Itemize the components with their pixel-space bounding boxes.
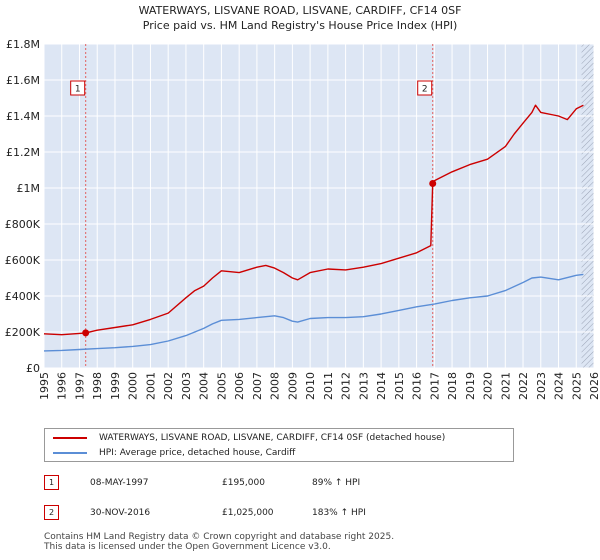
x-tick-label: 2003 xyxy=(180,372,193,400)
sale-hpi-change: 183% ↑ HPI xyxy=(312,508,366,518)
property-price-line xyxy=(43,104,584,336)
y-tick-label: £1.8M xyxy=(6,38,40,51)
hpi-line xyxy=(43,273,584,352)
x-tick-label: 1995 xyxy=(38,372,51,400)
sale-hpi-change: 89% ↑ HPI xyxy=(312,478,361,488)
y-tick-label: £1.4M xyxy=(6,110,40,123)
x-tick-label: 1997 xyxy=(73,372,86,400)
x-tick-label: 2020 xyxy=(482,372,495,400)
legend-hpi-label: HPI: Average price, detached house, Card… xyxy=(99,448,296,458)
sale-number-badge: 2 xyxy=(44,505,59,520)
x-tick-label: 2002 xyxy=(162,372,175,400)
sale-price: £1,025,000 xyxy=(222,508,274,518)
legend-property-swatch xyxy=(53,437,87,439)
sale-point-1 xyxy=(82,329,90,337)
x-tick-label: 2013 xyxy=(357,372,370,400)
x-tick-label: 1999 xyxy=(109,372,122,400)
sale-point-2 xyxy=(429,180,437,187)
y-tick-label: £0 xyxy=(26,362,40,375)
y-tick-label: £800K xyxy=(5,218,41,231)
legend: WATERWAYS, LISVANE ROAD, LISVANE, CARDIF… xyxy=(44,428,514,462)
chart-title: WATERWAYS, LISVANE ROAD, LISVANE, CARDIF… xyxy=(138,4,462,17)
footer-copyright: Contains HM Land Registry data © Crown c… xyxy=(44,532,395,542)
x-tick-label: 2016 xyxy=(411,372,424,400)
x-tick-label: 2018 xyxy=(446,372,459,400)
y-tick-label: £400K xyxy=(5,290,41,303)
x-tick-label: 2000 xyxy=(127,372,140,400)
x-tick-label: 2004 xyxy=(198,372,211,400)
sale-price: £195,000 xyxy=(222,478,265,488)
y-tick-label: £1M xyxy=(17,182,41,195)
x-tick-label: 2024 xyxy=(553,372,566,400)
x-tick-label: 2017 xyxy=(428,372,441,400)
legend-property-label: WATERWAYS, LISVANE ROAD, LISVANE, CARDIF… xyxy=(99,433,446,443)
sale-date: 08-MAY-1997 xyxy=(90,478,149,488)
sale-label-2: 2 xyxy=(422,85,428,95)
x-tick-label: 2007 xyxy=(251,372,264,400)
x-tick-label: 2010 xyxy=(304,372,317,400)
plot-area: 1 2 £0 £200K £400K £600K £800K £1M £1.2M £1.4M £1.… xyxy=(5,38,600,400)
y-tick-label: £200K xyxy=(5,326,41,339)
x-tick-label: 2022 xyxy=(517,372,530,400)
y-tick-label: £600K xyxy=(5,254,41,267)
x-tick-label: 2009 xyxy=(286,372,299,400)
sale-label-box-1 xyxy=(70,80,86,96)
sale-label-1: 1 xyxy=(75,85,81,95)
legend-hpi-swatch xyxy=(53,452,87,454)
x-tick-label: 2006 xyxy=(233,372,246,400)
x-tick-label: 2001 xyxy=(144,372,157,400)
y-tick-label: £1.6M xyxy=(6,74,40,87)
sale-label-box-2 xyxy=(417,80,433,96)
x-tick-label: 2019 xyxy=(464,372,477,400)
x-tick-label: 2026 xyxy=(588,372,600,400)
x-tick-label: 2011 xyxy=(322,372,335,400)
x-tick-label: 2012 xyxy=(340,372,353,400)
forecast-region xyxy=(581,44,594,368)
plot-background xyxy=(44,44,594,368)
x-tick-label: 2023 xyxy=(535,372,548,400)
x-tick-label: 2015 xyxy=(393,372,406,400)
sale-date: 30-NOV-2016 xyxy=(90,508,151,518)
chart-subtitle: Price paid vs. HM Land Registry's House … xyxy=(142,19,458,32)
y-tick-label: £1.2M xyxy=(6,146,40,159)
x-tick-label: 2005 xyxy=(215,372,228,400)
x-tick-label: 1996 xyxy=(56,372,69,400)
footer-license: This data is licensed under the Open Gov… xyxy=(44,542,331,552)
x-tick-label: 1998 xyxy=(91,372,104,400)
x-tick-label: 2014 xyxy=(375,372,388,400)
x-tick-label: 2008 xyxy=(269,372,282,400)
sale-number-badge: 1 xyxy=(44,475,59,490)
x-tick-label: 2021 xyxy=(499,372,512,400)
x-tick-label: 2025 xyxy=(570,372,583,400)
price-chart: 1 2 £0 £200K £400K £600K £800K £1M £1.2M £1.4M £1.… xyxy=(5,38,600,400)
